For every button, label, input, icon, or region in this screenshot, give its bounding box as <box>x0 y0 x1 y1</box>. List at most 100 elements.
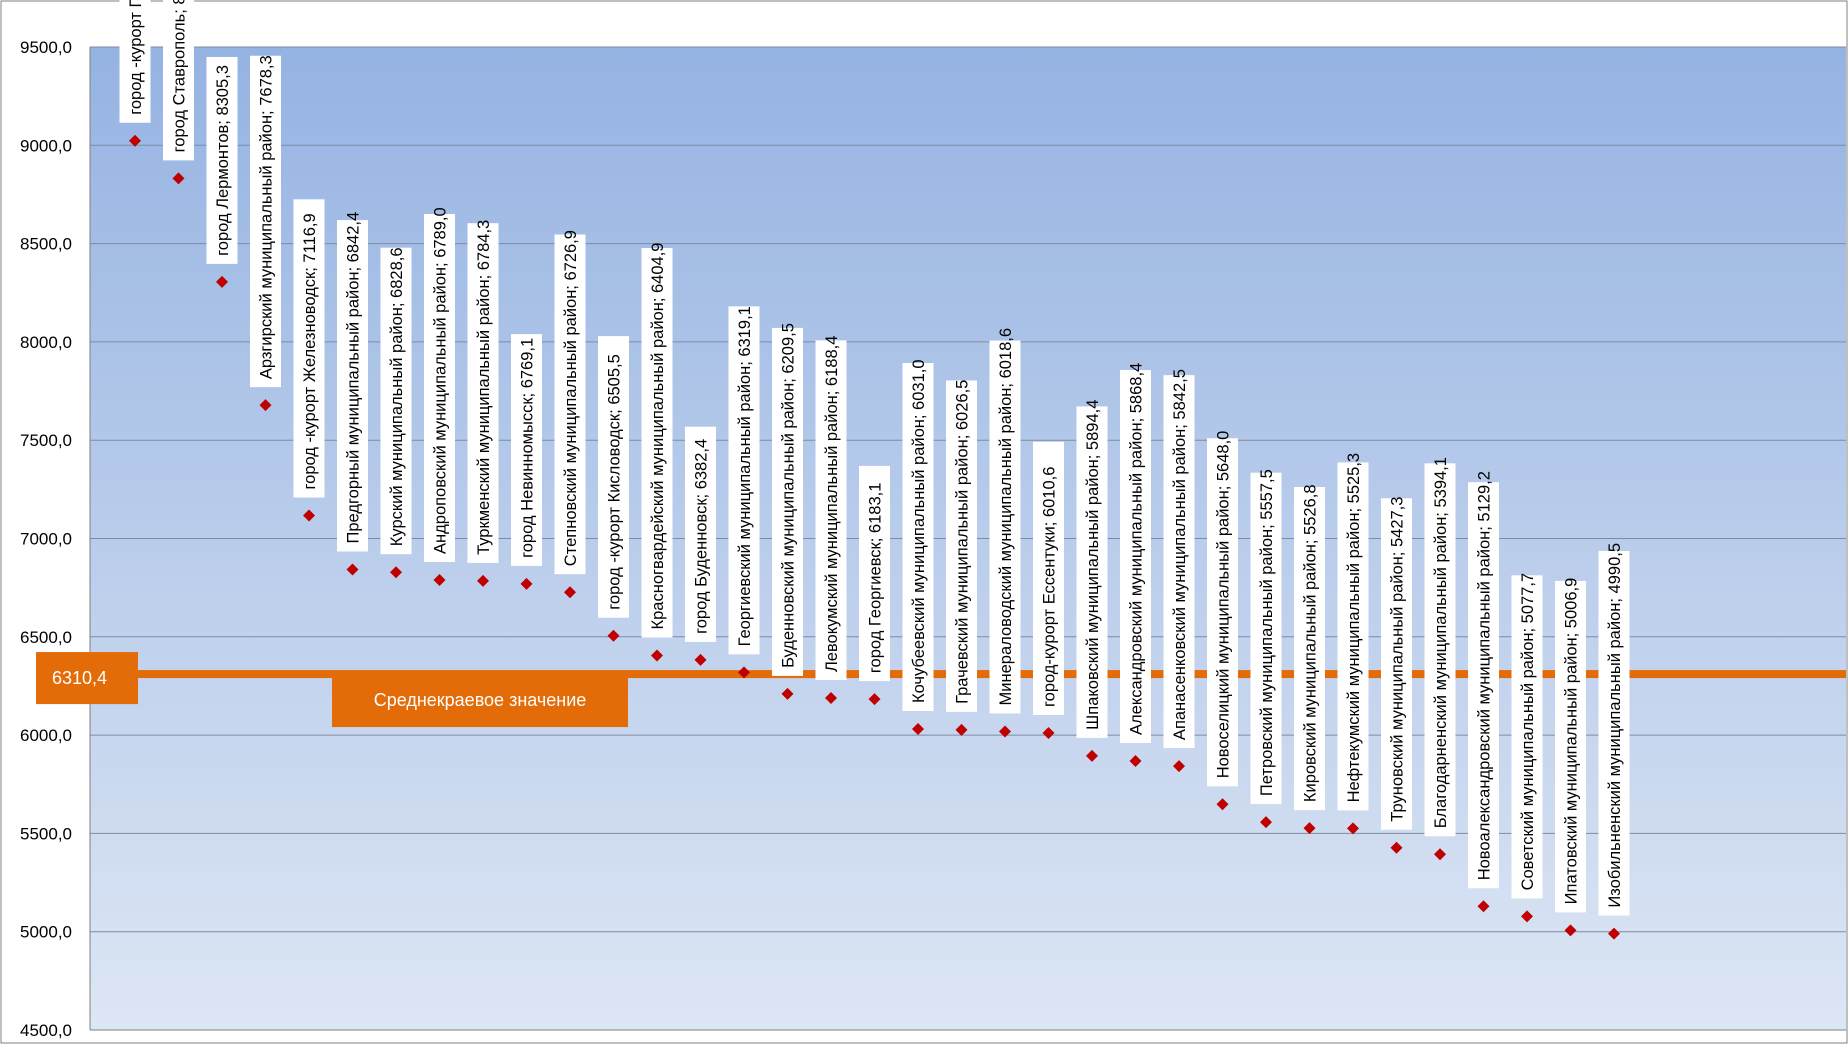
data-point <box>781 687 794 700</box>
data-point <box>1521 910 1533 923</box>
data-point <box>607 629 620 642</box>
data-label-box <box>1294 487 1325 811</box>
data-label: Александровский муниципальный район; 586… <box>1128 363 1146 735</box>
data-point <box>1390 841 1403 854</box>
average-name-label: Среднекраевое значение <box>374 690 587 710</box>
data-label-box <box>337 220 368 552</box>
data-point <box>1042 727 1055 740</box>
data-label-box <box>946 380 977 712</box>
data-point <box>1129 754 1142 767</box>
data-label: Предгорный муниципальный район; 6842,4 <box>345 212 363 544</box>
data-label-box <box>815 340 847 681</box>
data-label-box <box>772 327 803 676</box>
average-line-group: 6310,4 Среднекраевое значение <box>36 652 1846 728</box>
average-name-box <box>332 671 628 728</box>
data-label: город Невинномысск; 6769,1 <box>519 338 537 558</box>
data-label-box <box>250 55 281 388</box>
data-label: Левокумский муниципальный район; 6188,4 <box>823 336 841 672</box>
data-point <box>564 586 576 599</box>
average-line <box>38 670 1846 679</box>
data-label-box <box>1511 575 1543 899</box>
data-label: Андроповский муниципальный район; 6789,0 <box>432 207 450 554</box>
data-point <box>1173 760 1185 773</box>
data-point <box>129 134 141 147</box>
data-label-box <box>859 465 890 682</box>
y-tick-label: 8500,0 <box>20 235 72 254</box>
data-label-box <box>293 199 325 498</box>
data-point <box>868 693 881 706</box>
average-value-box <box>36 652 138 705</box>
data-label-box <box>511 334 542 566</box>
data-point <box>955 723 968 736</box>
data-label-box <box>554 234 586 575</box>
data-point <box>1303 822 1316 835</box>
data-labels: город -курорт Пятигорск; 9023,0 город Ста… <box>119 0 1630 916</box>
data-label-box <box>119 0 151 123</box>
data-label-box <box>1076 406 1108 738</box>
data-label: Грачевский муниципальный район; 6026,5 <box>954 380 972 704</box>
data-point <box>1260 816 1272 829</box>
data-point <box>1477 900 1490 913</box>
data-point <box>999 725 1011 738</box>
data-label: Буденновский муниципальный район; 6209,5 <box>780 323 798 668</box>
y-tick-label: 9000,0 <box>20 136 72 155</box>
y-tick-label: 6500,0 <box>20 628 72 647</box>
data-label-box <box>1598 550 1630 916</box>
data-label: Изобильненский муниципальный район; 4990… <box>1606 543 1624 908</box>
data-label: Туркменский муниципальный район; 6784,3 <box>475 220 493 555</box>
data-label-box <box>1033 441 1064 716</box>
data-label-box <box>728 306 760 655</box>
average-value-label: 6310,4 <box>52 668 107 688</box>
y-tick-label: 9500,0 <box>20 38 72 57</box>
data-label-box <box>1424 463 1456 837</box>
data-point <box>912 723 924 736</box>
data-label: город -курорт Железноводск; 7116,9 <box>301 213 319 489</box>
data-point <box>825 692 837 705</box>
data-point <box>520 577 533 590</box>
data-point <box>259 399 272 412</box>
data-label-box <box>989 340 1021 714</box>
data-point <box>172 172 185 185</box>
data-label: Кочубеевский муниципальный район; 6031,0 <box>910 359 928 703</box>
data-label: Советский муниципальный район; 5077,7 <box>1519 573 1537 891</box>
y-tick-label: 8000,0 <box>20 333 72 352</box>
data-label: город Ставрополь; 8831,7 <box>171 0 189 152</box>
data-label-box <box>1120 370 1151 743</box>
data-point <box>346 563 359 576</box>
data-label: город-курорт Ессентуки; 6010,6 <box>1041 467 1059 707</box>
data-label-box <box>641 247 673 638</box>
data-point <box>303 509 315 522</box>
data-label: Нефтекумский муниципальный район; 5525,3 <box>1345 453 1363 803</box>
data-point <box>651 649 663 662</box>
data-label: Кировский муниципальный район; 5526,8 <box>1302 485 1320 803</box>
data-label: Курский муниципальный район; 6828,6 <box>388 247 406 546</box>
data-label-box <box>380 247 412 555</box>
data-point <box>1564 924 1577 937</box>
y-tick-label: 6000,0 <box>20 726 72 745</box>
y-tick-label: 5500,0 <box>20 824 72 843</box>
data-label: Труновский муниципальный район; 5427,3 <box>1389 497 1407 822</box>
data-label-box <box>467 223 499 563</box>
data-label: город -курорт Кисловодск; 6505,5 <box>606 354 624 610</box>
data-point <box>1434 848 1446 861</box>
y-tick-label: 7500,0 <box>20 431 72 450</box>
data-label: Минераловодский муниципальный район; 601… <box>997 328 1015 705</box>
data-label-box <box>1163 375 1195 749</box>
data-label: Ипатовский муниципальный район; 5006,9 <box>1563 578 1581 905</box>
data-point <box>1216 798 1229 811</box>
data-label: Степновский муниципальный район; 6726,9 <box>562 230 580 566</box>
y-axis: 4500,0 5000,0 5500,0 6000,0 6500,0 7000,0 7500… <box>20 38 1846 1040</box>
data-point <box>477 574 489 587</box>
data-label: Георгиевский муниципальный район; 6319,1 <box>736 306 754 646</box>
data-label-box <box>598 336 629 618</box>
data-point <box>694 653 707 666</box>
data-label: город Георгиевск; 6183,1 <box>867 483 885 674</box>
data-label-box <box>1555 580 1586 913</box>
data-label: город Буденновск; 6382,4 <box>693 439 711 634</box>
data-label-box <box>1381 498 1412 830</box>
data-label: Апанасенковский муниципальный район; 584… <box>1171 369 1189 740</box>
data-point <box>1608 927 1620 940</box>
y-tick-label: 5000,0 <box>20 923 72 942</box>
data-label-box <box>685 426 716 642</box>
